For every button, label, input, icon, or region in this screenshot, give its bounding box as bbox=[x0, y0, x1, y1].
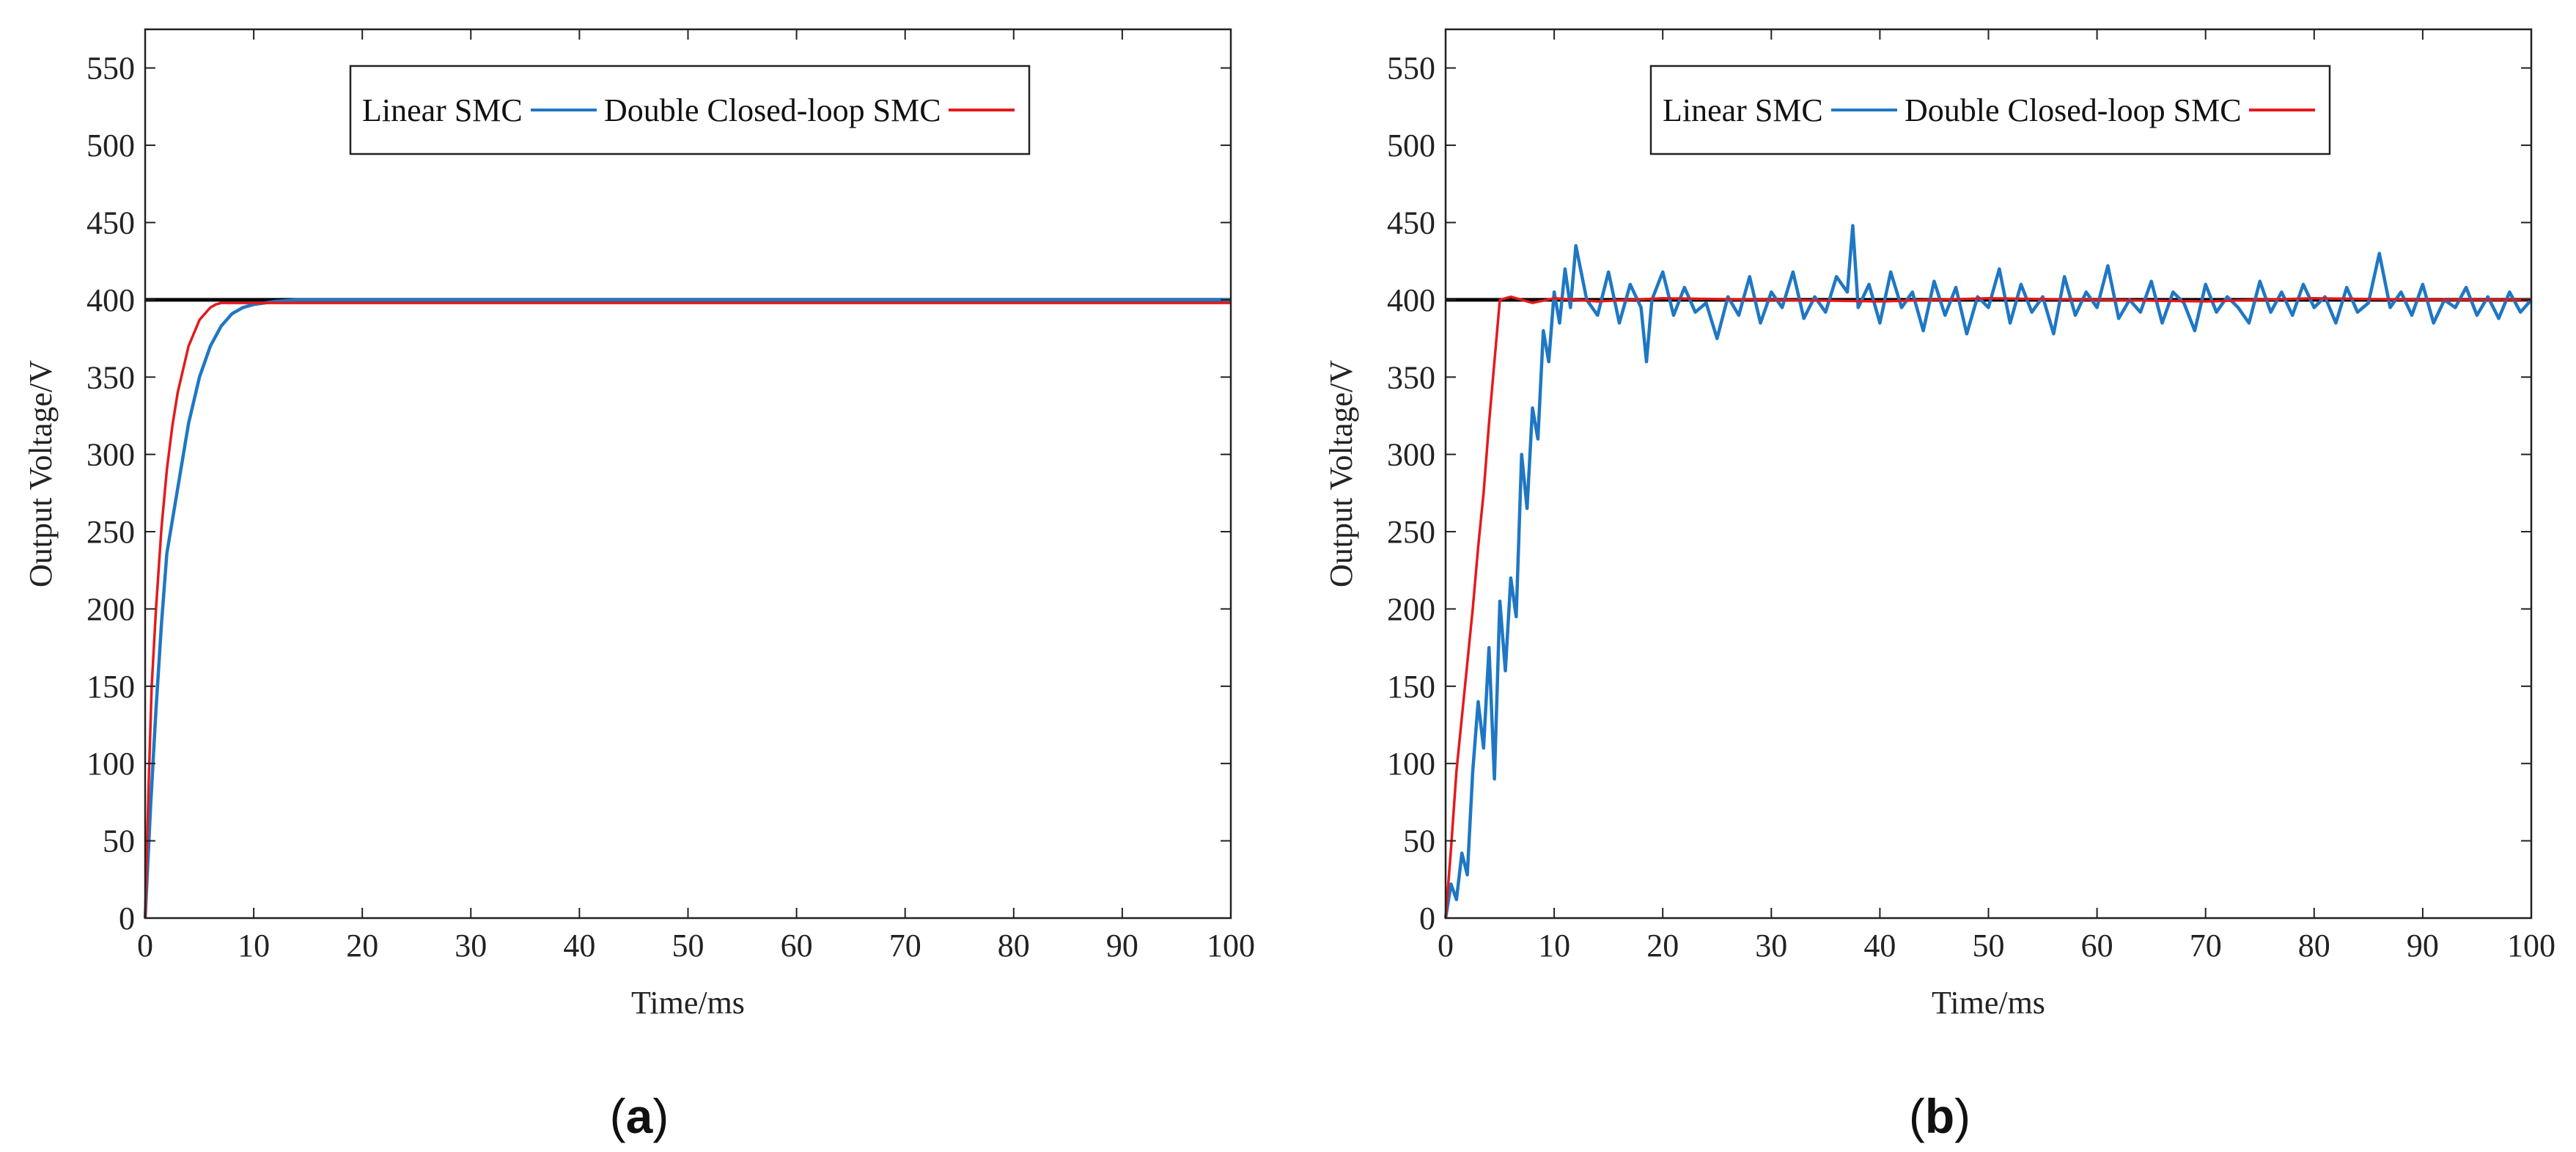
y-tick-label: 0 bbox=[119, 900, 135, 936]
legend-box bbox=[349, 65, 1031, 155]
x-tick-label: 90 bbox=[1106, 928, 1138, 964]
y-tick-label: 250 bbox=[1387, 514, 1435, 550]
x-tick-label: 30 bbox=[455, 928, 487, 964]
y-tick-label: 450 bbox=[1387, 205, 1435, 241]
x-tick-label: 100 bbox=[2507, 928, 2555, 964]
y-tick-label: 400 bbox=[87, 282, 135, 318]
y-axis-title: Output Voltage/V bbox=[23, 360, 59, 587]
y-tick-label: 100 bbox=[1387, 746, 1435, 782]
x-tick-label: 50 bbox=[1973, 928, 2005, 964]
y-tick-label: 350 bbox=[87, 359, 135, 395]
y-tick-label: 450 bbox=[87, 205, 135, 241]
x-tick-label: 70 bbox=[2190, 928, 2222, 964]
panel-caption-b: (b) bbox=[1909, 1089, 1970, 1143]
y-tick-label: 250 bbox=[87, 514, 135, 550]
y-tick-label: 300 bbox=[87, 437, 135, 473]
panel-caption-a: (a) bbox=[610, 1089, 669, 1143]
double-closed-loop-smc-series-line bbox=[144, 301, 1231, 919]
x-tick-label: 90 bbox=[2407, 928, 2439, 964]
chart-panel-b: 0 10 20 30 40 50 60 70 80 90 100 0 50 100 150 200 250 30… bbox=[1323, 28, 2555, 1143]
legend-label-double-closed-loop-smc: Double Closed-loop SMC bbox=[1905, 92, 2242, 128]
legend: Linear SMC Double Closed-loop SMC bbox=[349, 65, 1031, 155]
x-tick-label: 0 bbox=[1438, 928, 1454, 964]
x-tick-label: 0 bbox=[137, 928, 153, 964]
x-tick-label: 20 bbox=[1646, 928, 1679, 964]
y-tick-label: 200 bbox=[87, 591, 135, 627]
y-tick-label: 500 bbox=[1387, 128, 1435, 164]
x-tick-label: 80 bbox=[998, 928, 1030, 964]
linear-smc-series-line bbox=[1443, 224, 2533, 919]
y-tick-label: 50 bbox=[1403, 823, 1435, 859]
x-tick-label: 10 bbox=[1538, 928, 1570, 964]
legend-box bbox=[1649, 65, 2331, 155]
y-tick-label: 100 bbox=[87, 746, 135, 782]
x-tick-label: 50 bbox=[672, 928, 704, 964]
y-tick-label: 500 bbox=[87, 128, 135, 164]
legend-label-linear-smc: Linear SMC bbox=[1663, 92, 1823, 128]
y-tick-label: 350 bbox=[1387, 359, 1435, 395]
x-axis-title: Time/ms bbox=[1932, 985, 2045, 1021]
y-tick-label: 400 bbox=[1387, 282, 1435, 318]
double-closed-loop-smc-series-line bbox=[1444, 295, 2531, 919]
y-tick-label: 300 bbox=[1387, 437, 1435, 473]
y-tick-label: 150 bbox=[87, 669, 135, 705]
legend-label-linear-smc: Linear SMC bbox=[362, 92, 523, 128]
x-tick-label: 30 bbox=[1755, 928, 1787, 964]
x-tick-label: 70 bbox=[889, 928, 921, 964]
y-tick-label: 0 bbox=[1419, 900, 1435, 936]
legend: Linear SMC Double Closed-loop SMC bbox=[1649, 65, 2331, 155]
y-tick-label: 550 bbox=[1387, 51, 1435, 87]
x-tick-label: 40 bbox=[563, 928, 595, 964]
y-axis-title: Output Voltage/V bbox=[1323, 360, 1359, 587]
y-tick-label: 200 bbox=[1387, 591, 1435, 627]
y-tick-label: 550 bbox=[87, 51, 135, 87]
x-tick-label: 80 bbox=[2298, 928, 2330, 964]
legend-label-double-closed-loop-smc: Double Closed-loop SMC bbox=[604, 92, 941, 128]
x-tick-label: 10 bbox=[238, 928, 270, 964]
x-tick-label: 20 bbox=[346, 928, 378, 964]
y-tick-label: 150 bbox=[1387, 669, 1435, 705]
y-tick-label: 50 bbox=[103, 823, 135, 859]
x-tick-label: 100 bbox=[1207, 928, 1255, 964]
x-tick-label: 60 bbox=[781, 928, 813, 964]
x-axis-title: Time/ms bbox=[631, 985, 745, 1021]
x-tick-label: 40 bbox=[1863, 928, 1896, 964]
x-tick-label: 60 bbox=[2081, 928, 2113, 964]
chart-panel-a: 0 10 20 30 40 50 60 70 80 90 100 0 50 100 150 200 250 30… bbox=[23, 28, 1255, 1143]
linear-smc-series-line bbox=[143, 298, 1231, 919]
